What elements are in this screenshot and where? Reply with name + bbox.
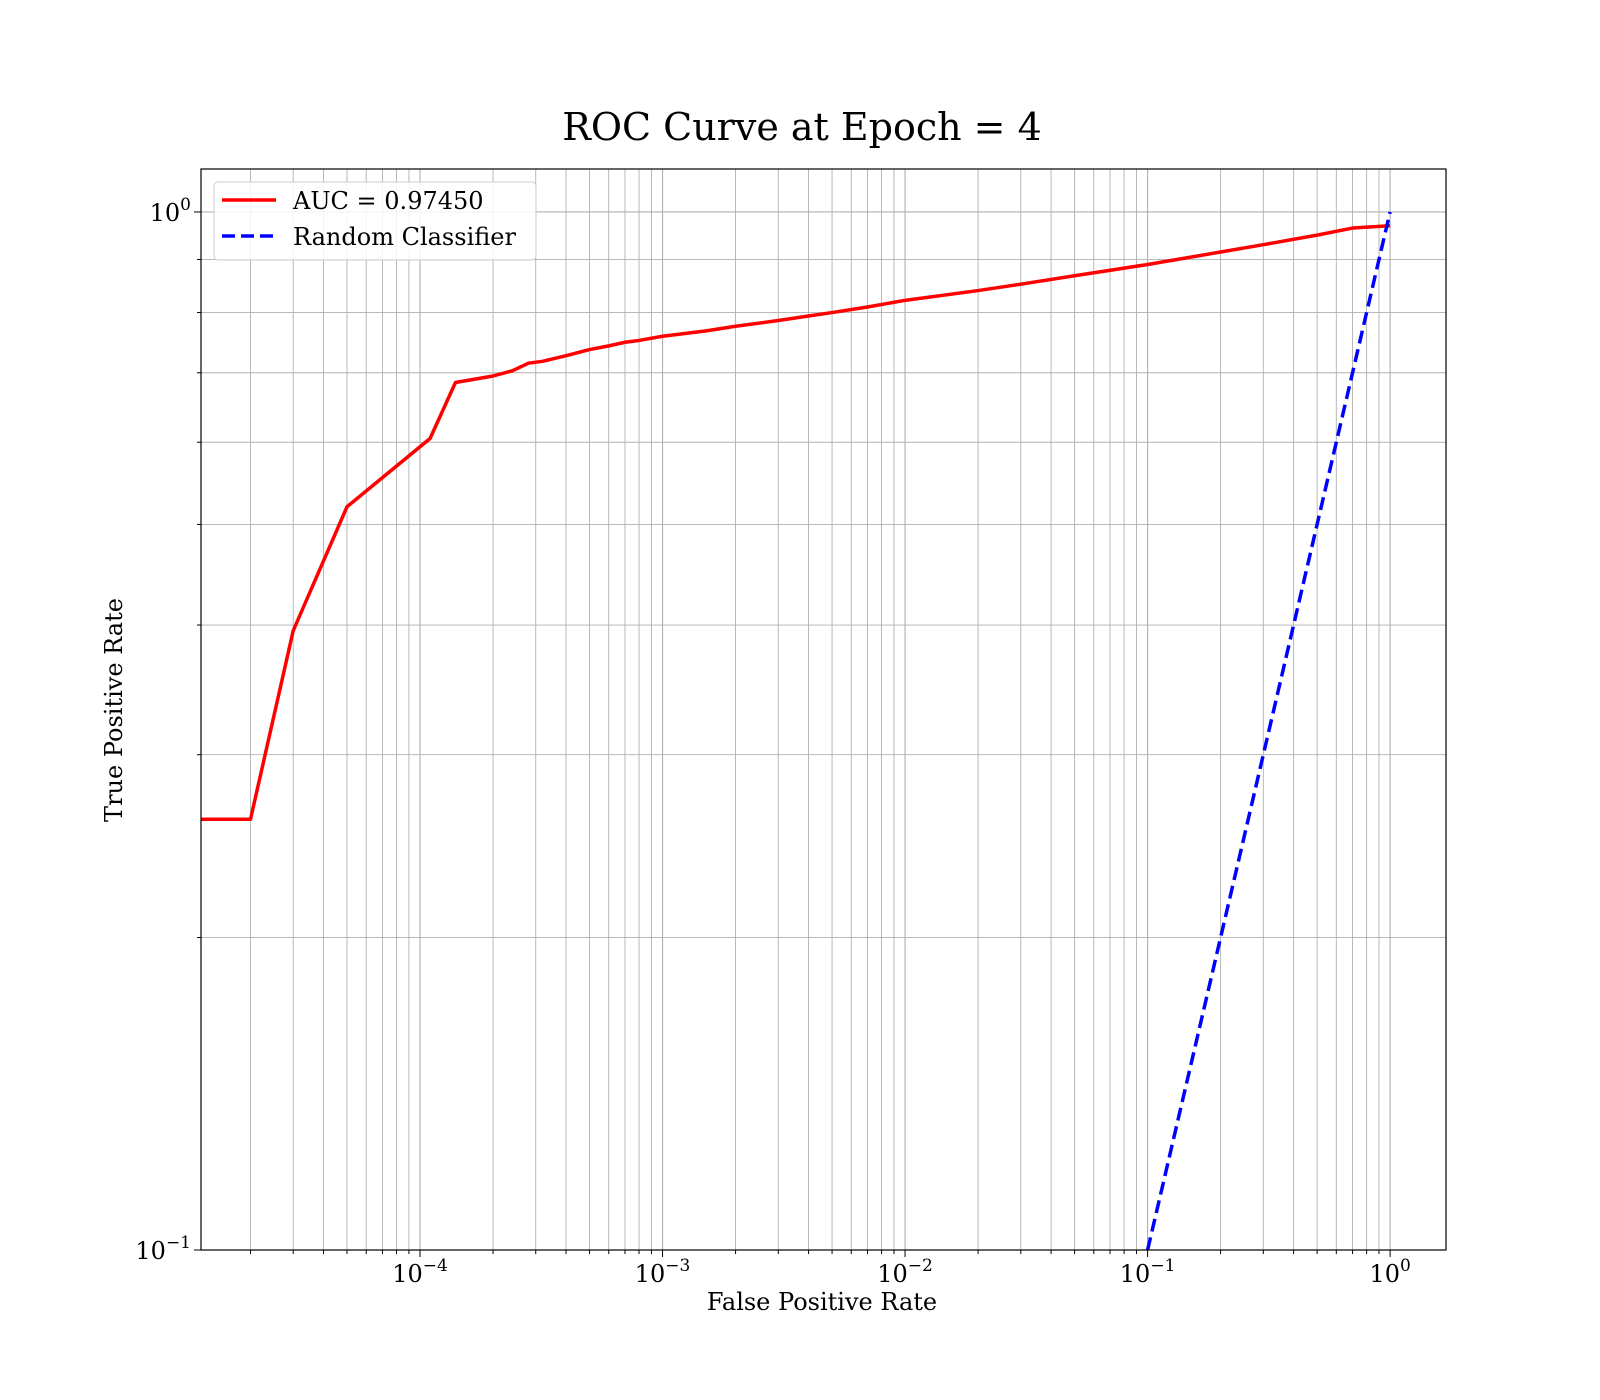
x-tick-label: 10−4 bbox=[392, 1256, 448, 1288]
legend: AUC = 0.97450 Random Classifier bbox=[213, 181, 537, 261]
y-axis-label: True Positive Rate bbox=[100, 598, 128, 822]
x-tick-label: 10−2 bbox=[877, 1256, 933, 1288]
plot-frame bbox=[200, 168, 1447, 1251]
y-tick-label: 10−1 bbox=[135, 1233, 191, 1265]
grid bbox=[201, 169, 1446, 1251]
x-tick-label: 100 bbox=[1369, 1256, 1410, 1288]
legend-label-random-classifier: Random Classifier bbox=[293, 223, 516, 251]
x-tick-label: 10−1 bbox=[1120, 1256, 1176, 1288]
series-line-1 bbox=[1145, 211, 1392, 1251]
series-layer bbox=[201, 211, 1392, 1251]
chart-title: ROC Curve at Epoch = 4 bbox=[562, 105, 1042, 149]
tick-layer: 10−4 10−3 10−2 10−1 100 10−1 100 bbox=[135, 195, 1410, 1288]
series-line-0 bbox=[201, 223, 1391, 821]
legend-frame bbox=[213, 181, 537, 261]
x-axis-label: False Positive Rate bbox=[707, 1288, 937, 1316]
y-tick-label: 100 bbox=[150, 195, 191, 227]
x-tick-label: 10−3 bbox=[635, 1256, 691, 1288]
legend-label-auc: AUC = 0.97450 bbox=[292, 187, 484, 215]
